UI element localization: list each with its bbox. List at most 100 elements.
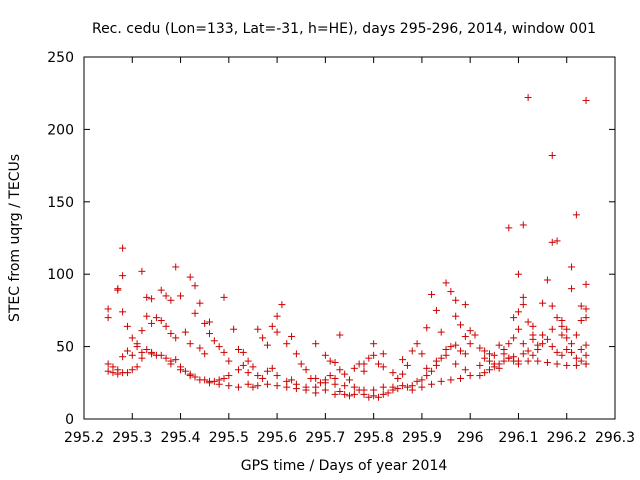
data-point — [403, 361, 411, 369]
data-point — [413, 340, 421, 348]
data-point — [244, 380, 252, 388]
data-point — [399, 356, 407, 364]
data-point — [288, 376, 296, 384]
data-point — [249, 363, 257, 371]
data-point — [582, 351, 590, 359]
data-point — [582, 314, 590, 322]
data-point — [524, 357, 532, 365]
data-point — [514, 308, 522, 316]
data-point — [452, 296, 460, 304]
data-point — [138, 267, 146, 275]
data-point — [331, 390, 339, 398]
data-point — [539, 331, 547, 339]
data-point — [215, 380, 223, 388]
data-point — [104, 360, 112, 368]
data-point — [119, 353, 127, 361]
data-point — [548, 325, 556, 333]
data-point — [529, 335, 537, 343]
data-point — [138, 354, 146, 362]
data-point — [143, 293, 151, 301]
data-point — [341, 390, 349, 398]
data-point — [157, 317, 165, 325]
data-point — [374, 360, 382, 368]
plot-frame — [83, 56, 616, 420]
data-point — [466, 340, 474, 348]
data-point — [326, 372, 334, 380]
data-point — [577, 317, 585, 325]
data-point — [254, 372, 262, 380]
data-point — [572, 211, 580, 219]
data-point — [172, 356, 180, 364]
data-point — [437, 377, 445, 385]
data-point — [331, 380, 339, 388]
data-point — [534, 345, 542, 353]
data-point — [394, 385, 402, 393]
data-point — [505, 354, 513, 362]
x-tick-label: 296.1 — [498, 430, 538, 446]
data-point — [476, 361, 484, 369]
data-point — [360, 367, 368, 375]
data-point — [379, 390, 387, 398]
data-point — [466, 372, 474, 380]
data-point — [370, 386, 378, 394]
data-point — [577, 345, 585, 353]
data-point — [239, 348, 247, 356]
data-point — [263, 367, 271, 375]
data-point — [379, 363, 387, 371]
y-tick-label: 100 — [47, 267, 74, 283]
data-point — [461, 366, 469, 374]
data-point — [225, 357, 233, 365]
x-tick-label: 295.9 — [402, 430, 442, 446]
data-point — [172, 263, 180, 271]
x-tick-label: 295.7 — [305, 430, 345, 446]
data-point — [461, 332, 469, 340]
data-point — [582, 360, 590, 368]
data-point — [572, 361, 580, 369]
data-point — [114, 370, 122, 378]
data-point — [123, 322, 131, 330]
data-point — [423, 364, 431, 372]
data-point — [162, 292, 170, 300]
data-point — [244, 369, 252, 377]
data-point — [548, 238, 556, 246]
data-point — [292, 385, 300, 393]
x-tick-label: 295.5 — [209, 430, 249, 446]
data-point — [447, 376, 455, 384]
data-point — [476, 372, 484, 380]
y-tick-label: 200 — [47, 122, 74, 138]
data-point — [577, 302, 585, 310]
data-point — [220, 374, 228, 382]
data-point — [273, 312, 281, 320]
data-point — [505, 340, 513, 348]
data-point — [273, 382, 281, 390]
data-point — [143, 345, 151, 353]
data-point — [268, 322, 276, 330]
data-point — [263, 341, 271, 349]
y-tick-label: 250 — [47, 50, 74, 66]
data-point — [481, 354, 489, 362]
data-point — [181, 367, 189, 375]
data-point — [582, 280, 590, 288]
data-point — [177, 366, 185, 374]
data-point — [418, 350, 426, 358]
data-point — [432, 306, 440, 314]
data-point — [365, 393, 373, 401]
data-point — [563, 334, 571, 342]
data-point — [312, 340, 320, 348]
data-point — [297, 360, 305, 368]
data-point — [403, 383, 411, 391]
data-point — [230, 325, 238, 333]
data-point — [519, 350, 527, 358]
data-point — [461, 301, 469, 309]
data-point — [263, 380, 271, 388]
data-point — [206, 330, 214, 338]
data-point — [399, 370, 407, 378]
x-tick-label: 296.2 — [547, 430, 587, 446]
data-point — [331, 359, 339, 367]
data-point — [234, 383, 242, 391]
data-point — [201, 319, 209, 327]
data-point — [461, 350, 469, 358]
data-point — [249, 383, 257, 391]
data-point — [128, 366, 136, 374]
data-point — [481, 347, 489, 355]
